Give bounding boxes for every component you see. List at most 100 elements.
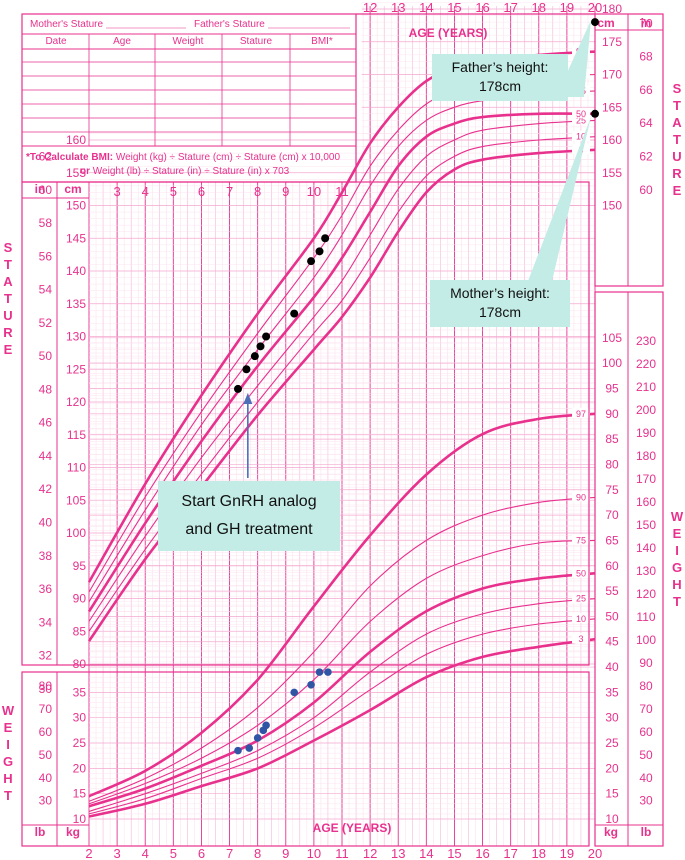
weight-lb-tick-right: 210 [636,380,656,394]
weight-lb-tick-right: 200 [636,403,656,417]
mother-height-value: 178cm [478,304,522,320]
weight-point [307,680,315,689]
weight-kg-tick-right: 90 [605,407,619,421]
stature-in-tick-left: 48 [39,382,53,396]
stature-point [250,352,259,361]
weight-kg-tick-right: 45 [605,635,619,649]
stature-in-tick-left: 62 [39,150,53,164]
stature-in-tick-left: 30 [39,682,53,696]
age-tick-top: 20 [588,0,602,15]
lb-unit-right: lb [641,825,652,839]
stature-cm-tick-right: 165 [602,100,622,114]
weight-lb-tick-left: 50 [39,748,53,762]
weight-label-p25: 25 [576,594,586,604]
stature-cm-tick-left: 130 [66,330,86,344]
father-height-value: 178cm [478,78,522,94]
weight-kg-tick-right: 35 [605,685,619,699]
stature-in-tick-left: 34 [39,615,53,629]
percentile-curves: 31025507590973102550759097 [87,45,596,818]
age-tick-top: 17 [503,0,517,15]
stature-cm-tick-left: 80 [73,657,87,671]
stature-in-tick-right: 68 [639,50,653,64]
age-tick-bottom: 5 [170,846,177,860]
weight-lb-tick-right: 170 [636,472,656,486]
weight-lb-tick-right: 150 [636,518,656,532]
stature-cm-tick-left: 160 [66,133,86,147]
weight-point [262,721,270,730]
stature-title-left-letter: R [3,325,13,340]
weight-title-right-letter: E [673,526,682,541]
weight-title-right-letter: G [672,560,682,575]
bmi-note-line1: *To Calculate BMI: Weight (kg) ÷ Stature… [26,152,340,163]
age-tick-mid: 3 [113,184,120,199]
weight-right-panel [594,291,664,847]
father-height-label: Father’s height: [451,59,549,75]
stature-cm-tick-left: 115 [67,428,86,442]
weight-kg-tick-right: 20 [605,761,619,775]
age-tick-mid: 7 [226,184,233,199]
weight-curve-p97 [88,412,596,798]
age-tick-mid: 9 [282,184,289,199]
weight-lb-tick-left: 70 [39,702,53,716]
patient-points [233,18,599,755]
weight-curve-p3 [88,637,596,818]
age-tick-bottom: 15 [447,846,461,860]
bmi-note-formula-metric: Weight (kg) ÷ Stature (cm) ÷ Stature (cm… [113,152,340,163]
stature-label-bg-p10 [572,130,590,141]
weight-kg-tick-left: 10 [73,812,87,826]
age-column-header: Age [113,36,131,47]
weight-left-panel [21,671,590,847]
treatment-line-1: Start GnRH analog [181,493,317,510]
weight-label-bg-p75 [572,534,590,545]
stature-in-tick-left: 60 [39,183,53,197]
weight-title-left-letter: H [3,771,12,786]
weight-kg-tick-left: 20 [73,761,87,775]
stature-cm-tick-right: 180 [602,2,622,16]
weight-lb-tick-right: 80 [639,679,653,693]
weight-label-bg-p90 [572,491,590,502]
weight-point [290,688,299,697]
treatment-line-2: and GH treatment [185,521,313,538]
stature-cm-tick-left: 145 [66,231,86,245]
age-tick-bottom: 13 [391,846,405,860]
age-tick-bottom: 17 [503,846,517,860]
age-tick-bottom: 7 [226,846,233,860]
stature-cm-tick-right: 160 [602,133,622,147]
weight-title-right-letter: I [675,543,679,558]
weight-lb-tick-right: 50 [639,748,653,762]
weight-curve-p10 [88,618,596,815]
weight-point [234,746,242,755]
age-tick-bottom: 4 [142,846,149,860]
bmi-note-title: *To Calculate BMI: [26,152,113,163]
stature-cm-tick-left: 150 [66,199,86,213]
stature-in-tick-left: 36 [39,582,53,596]
stature-title-left-letter: T [4,291,12,306]
age-tick-bottom: 20 [588,846,602,860]
weight-lb-tick-right: 110 [636,610,655,624]
stature-title-left-letter: T [4,257,12,272]
weight-kg-tick-right: 75 [605,483,619,497]
age-tick-bottom: 12 [363,846,377,860]
stature-label-bg-p25 [572,114,590,125]
stature-title-left-letter: S [4,240,13,255]
stature-point [315,247,324,256]
weight-lb-tick-right: 230 [636,334,656,348]
stature-label-p50: 50 [576,109,586,119]
stature-in-tick-left: 50 [39,349,53,363]
weight-kg-tick-right: 40 [605,660,619,674]
weight-title-left-letter: E [4,720,13,735]
age-tick-mid: 10 [307,184,321,199]
record-table: Mother's Stature Father's Stature Date A… [22,19,356,177]
stature-column-header: Stature [240,36,273,47]
stature-curve-p75 [88,90,596,603]
lb-unit-left: lb [35,825,46,839]
age-tick-bottom: 3 [113,846,120,860]
weight-lb-tick-right: 60 [639,725,653,739]
stature-point [242,365,251,374]
stature-in-tick-left: 32 [39,649,53,663]
weight-title-right-letter: T [673,594,681,609]
weight-kg-tick-right: 50 [605,609,619,623]
weight-lb-tick-right: 90 [639,656,653,670]
age-tick-bottom: 8 [254,846,261,860]
